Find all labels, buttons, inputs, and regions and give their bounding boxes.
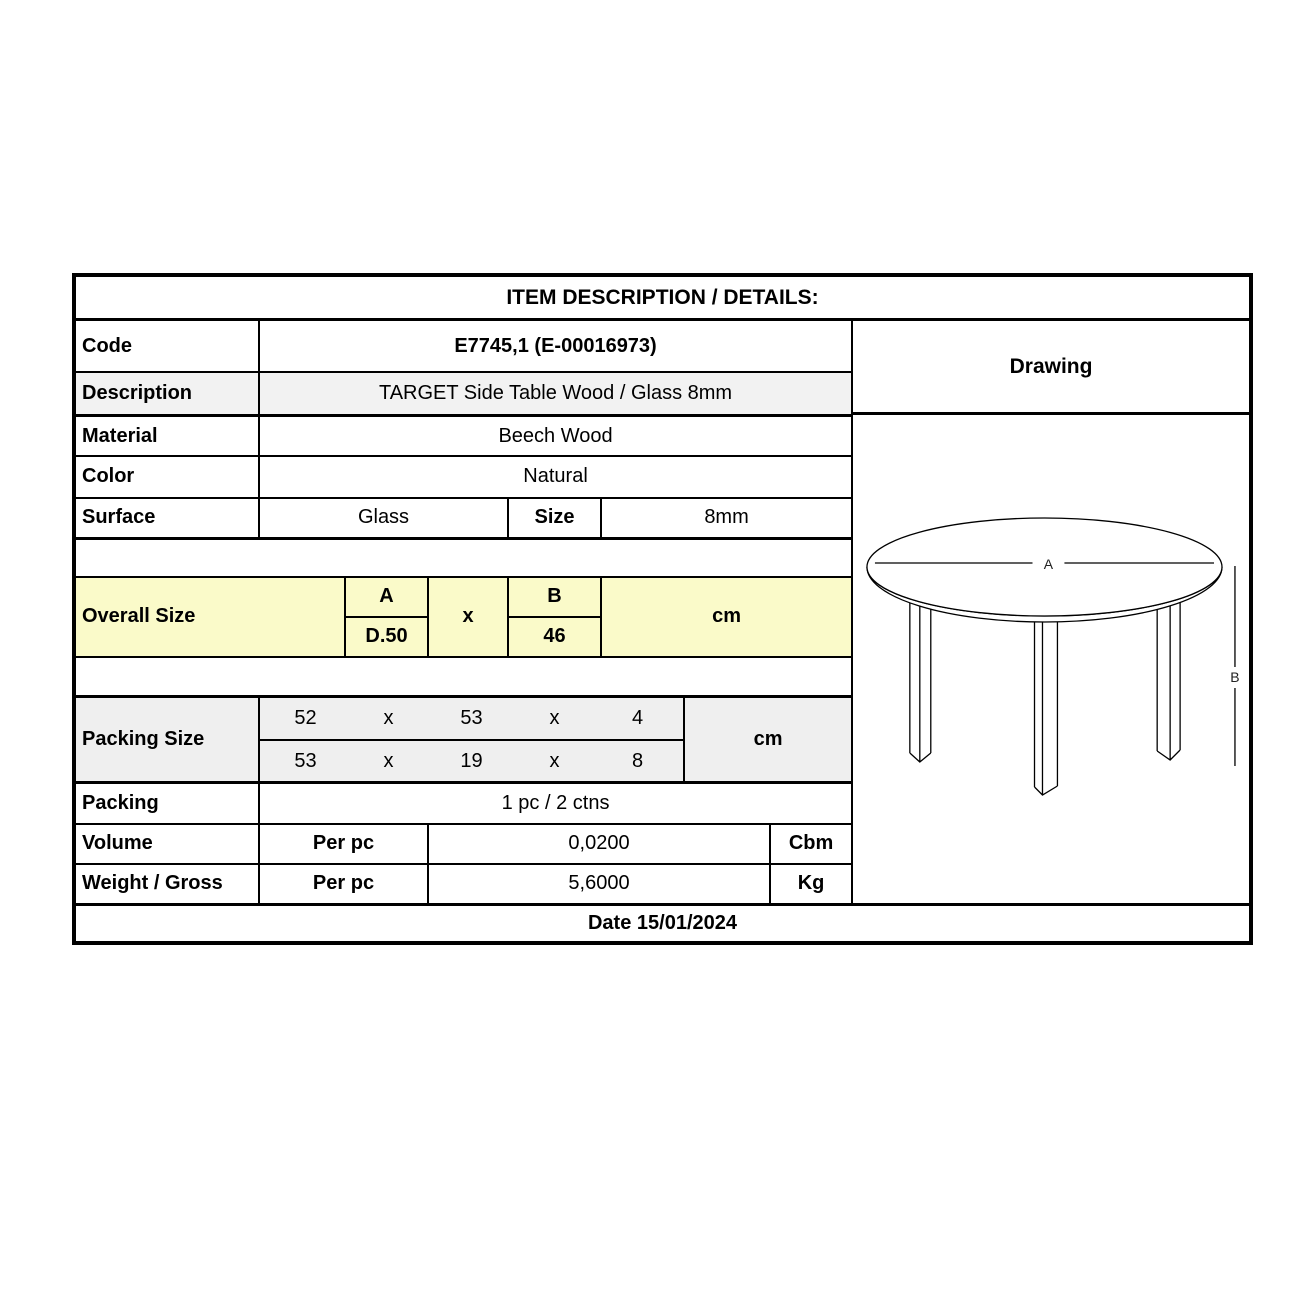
packing-dim: 52 (294, 706, 317, 729)
packing-dim-sep: x (383, 706, 394, 729)
packing-label: Packing (76, 781, 260, 825)
packing-dim: 53 (294, 749, 317, 772)
color-label: Color (76, 455, 260, 499)
packing-dim: 4 (631, 706, 644, 729)
sheet-body: Code E7745,1 (E-00016973) Description TA… (76, 321, 1249, 903)
side-table-drawing: A B (866, 517, 1240, 796)
volume-unit: Cbm (768, 822, 854, 865)
volume-basis: Per pc (258, 822, 429, 865)
overall-size-unit: cm (599, 575, 854, 658)
packing-size-row2: 53 x 19 x 8 (264, 750, 679, 773)
packing-value: 1 pc / 2 ctns (257, 781, 854, 825)
code-label: Code (76, 321, 260, 374)
packing-dim-sep: x (383, 749, 394, 772)
description-value: TARGET Side Table Wood / Glass 8mm (257, 371, 854, 417)
row-overall-size-header: Overall Size A x B cm (76, 575, 854, 658)
overall-size-col-b-header: B (507, 575, 602, 618)
row-weight: Weight / Gross Per pc 5,6000 Kg (76, 862, 854, 903)
packing-size-row1: 52 x 53 x 4 (264, 707, 679, 730)
spacer-cell (76, 537, 854, 578)
packing-size-dims-2: 53 x 19 x 8 (258, 738, 685, 785)
packing-dim-sep: x (549, 706, 560, 729)
description-label: Description (76, 371, 260, 417)
overall-size-label: Overall Size (76, 575, 346, 658)
packing-size-dims-1: 52 x 53 x 4 (258, 695, 685, 741)
table-legs (909, 599, 1181, 796)
row-color: Color Natural (76, 455, 854, 499)
row-description: Description TARGET Side Table Wood / Gla… (76, 371, 854, 417)
row-packing-size-1: Packing Size 52 x 53 x 4 cm (76, 695, 854, 785)
packing-dim: 19 (460, 749, 483, 772)
spacer-cell (76, 655, 854, 698)
date-row: Date 15/01/2024 (76, 903, 1249, 941)
overall-size-col-b-value: 46 (507, 615, 602, 658)
surface-label: Surface (76, 496, 260, 541)
packing-size-unit: cm (682, 695, 854, 785)
row-packing-size-2: 53 x 19 x 8 (76, 738, 852, 785)
overall-size-col-a-header: A (344, 575, 429, 618)
sheet-title: ITEM DESCRIPTION / DETAILS: (76, 277, 1249, 321)
code-value: E7745,1 (E-00016973) (257, 321, 854, 374)
weight-basis: Per pc (258, 862, 429, 903)
weight-label: Weight / Gross (76, 862, 260, 903)
row-surface: Surface Glass Size 8mm (76, 496, 854, 541)
surface-value: Glass (258, 496, 509, 541)
spec-table: Code E7745,1 (E-00016973) Description TA… (76, 321, 854, 903)
row-overall-size-values: D.50 46 (76, 615, 852, 658)
material-label: Material (76, 414, 260, 458)
packing-dim: 53 (460, 706, 483, 729)
tabletop-surface (866, 517, 1223, 617)
overall-size-col-a-value: D.50 (344, 615, 429, 658)
surface-size-value: 8mm (599, 496, 854, 541)
dim-a-label: A (1044, 556, 1054, 572)
weight-value: 5,6000 (427, 862, 771, 903)
volume-value: 0,0200 (427, 822, 771, 865)
drawing-column: Drawing (853, 321, 1249, 903)
row-spacer-1 (76, 537, 854, 578)
material-value: Beech Wood (257, 414, 854, 458)
row-material: Material Beech Wood (76, 414, 854, 458)
packing-dim: 8 (631, 749, 644, 772)
overall-size-separator: x (427, 575, 509, 658)
packing-size-label: Packing Size (76, 695, 260, 785)
drawing-area: A B (853, 415, 1249, 903)
item-details-sheet: ITEM DESCRIPTION / DETAILS: Code E7745,1… (72, 273, 1253, 945)
volume-label: Volume (76, 822, 260, 865)
color-value: Natural (257, 455, 854, 499)
row-packing: Packing 1 pc / 2 ctns (76, 781, 854, 825)
packing-dim-sep: x (549, 749, 560, 772)
weight-unit: Kg (768, 862, 854, 903)
row-spacer-2 (76, 655, 854, 698)
drawing-header: Drawing (853, 321, 1249, 415)
surface-size-label: Size (507, 496, 602, 541)
row-code: Code E7745,1 (E-00016973) (76, 321, 854, 374)
dim-b-label: B (1230, 669, 1239, 685)
row-volume: Volume Per pc 0,0200 Cbm (76, 822, 854, 865)
